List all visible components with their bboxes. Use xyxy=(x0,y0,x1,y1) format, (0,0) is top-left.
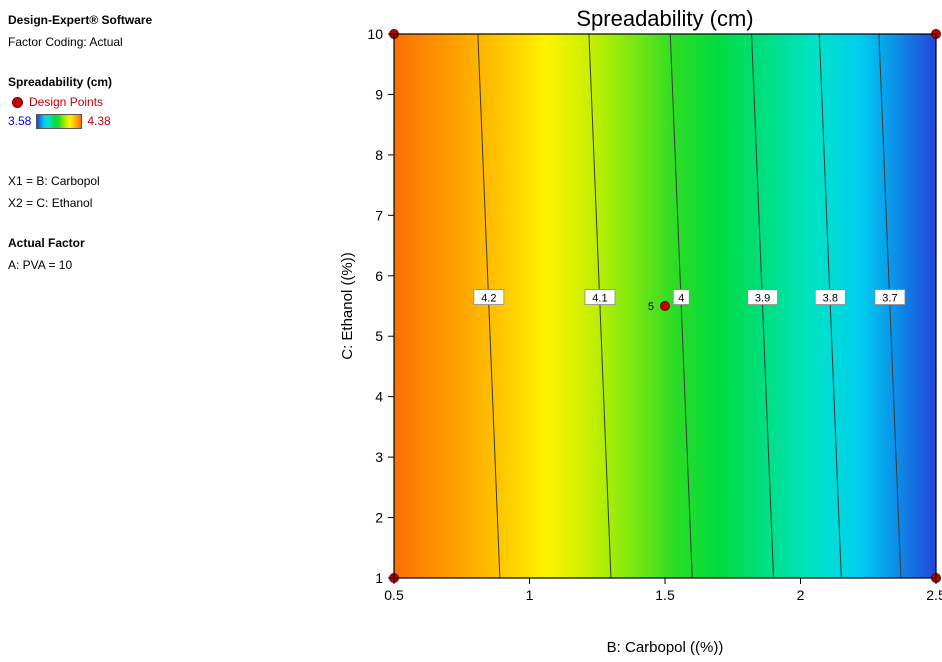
y-tick-label: 4 xyxy=(375,389,383,405)
contour-label-box xyxy=(747,289,778,305)
contour-lines: 4.2 4.1 4 3.9 3.8 3.7 xyxy=(473,33,906,579)
scale-max-value: 4.38 xyxy=(87,114,111,128)
response-name: Spreadability (cm) xyxy=(8,75,113,89)
contour-line xyxy=(751,33,775,579)
y-axis-title: C: Ethanol ((%)) xyxy=(339,252,356,360)
contour-label: 4 xyxy=(678,293,684,305)
contour-line xyxy=(669,33,693,579)
contour-line xyxy=(878,33,902,579)
x-tick-label: 2 xyxy=(797,587,805,603)
actual-factor-value: A: PVA = 10 xyxy=(8,258,73,272)
contour-line xyxy=(588,33,612,579)
y-tick-label: 1 xyxy=(375,570,383,586)
contour-label: 3.8 xyxy=(823,293,838,305)
y-tick-label: 10 xyxy=(367,26,383,42)
contour-label: 4.2 xyxy=(481,293,496,305)
y-tick-label: 3 xyxy=(375,449,383,465)
x-tick-label: 0.5 xyxy=(384,587,404,603)
chart-title: Spreadability (cm) xyxy=(576,6,753,31)
x2-factor-label: X2 = C: Ethanol xyxy=(8,196,93,210)
contour-label: 4.1 xyxy=(592,293,607,305)
contour-label-box xyxy=(584,289,616,305)
y-tick-label: 8 xyxy=(375,147,383,163)
y-tick-label: 2 xyxy=(375,510,383,526)
y-tick-label: 5 xyxy=(375,328,383,344)
contour-label-box xyxy=(473,289,505,305)
y-tick-label: 6 xyxy=(375,268,383,284)
design-points-legend: Design Points xyxy=(8,94,278,110)
contour-label: 3.7 xyxy=(882,293,897,305)
design-points-label: Design Points xyxy=(29,95,104,109)
scale-min-value: 3.58 xyxy=(8,114,32,128)
contour-line xyxy=(477,33,501,579)
color-scale-legend: 3.58 4.38 xyxy=(8,113,278,129)
x-tick-label: 2.5 xyxy=(926,587,942,603)
design-point-count: 5 xyxy=(648,301,654,313)
color-scale-bar xyxy=(36,113,83,129)
design-point xyxy=(660,301,670,311)
software-title: Design-Expert® Software xyxy=(8,13,153,27)
y-tick-label: 7 xyxy=(375,207,383,223)
legend-panel: Design-Expert® Software Factor Coding: A… xyxy=(8,12,278,273)
design-point-icon xyxy=(12,96,23,108)
contour-label-box xyxy=(874,289,906,305)
contour-label-box xyxy=(672,289,690,305)
x-tick-label: 1.5 xyxy=(655,587,675,603)
x1-factor-label: X1 = B: Carbopol xyxy=(8,174,100,188)
contour-line xyxy=(818,33,842,579)
factor-coding-label: Factor Coding: Actual xyxy=(8,35,123,49)
actual-factor-heading: Actual Factor xyxy=(8,236,85,250)
y-tick-label: 9 xyxy=(375,86,383,102)
x-axis-title: B: Carbopol ((%)) xyxy=(607,639,724,656)
contour-label: 3.9 xyxy=(755,293,770,305)
contour-label-box xyxy=(814,289,846,305)
x-tick-label: 1 xyxy=(526,587,534,603)
